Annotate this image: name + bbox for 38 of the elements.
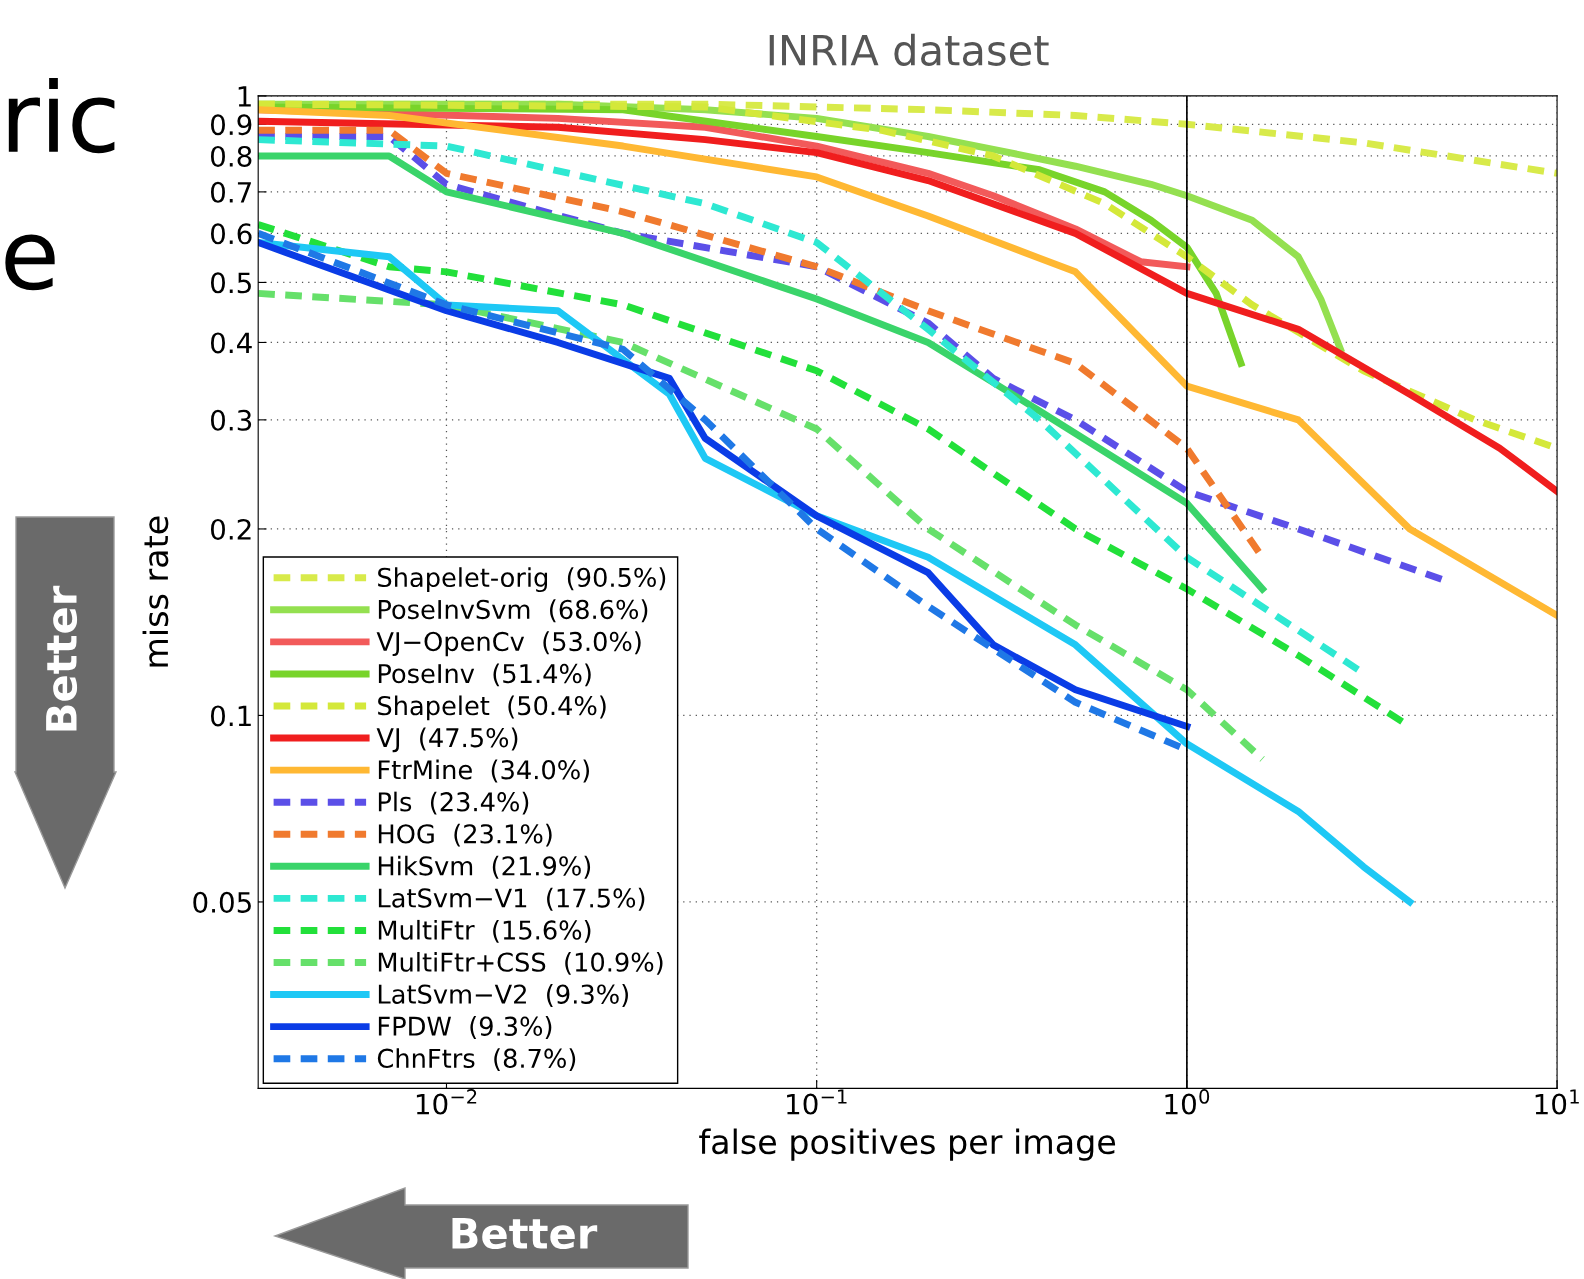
y-tick-label: 0.1 [210, 705, 251, 727]
legend-label: LatSvm−V2 (9.3%) [378, 984, 628, 1007]
text: e [5, 234, 55, 291]
legend-label: VJ (47.5%) [376, 727, 518, 753]
legend-label: VJ−OpenCv (53.0%) [376, 631, 641, 657]
legend-label: ChnFtrs (8.7%) [377, 1048, 576, 1072]
y-axis-title: miss rate [142, 516, 169, 667]
y-tick-label: 0.2 [210, 518, 251, 540]
text: Better [46, 585, 78, 731]
y-tick-label: 0.5 [210, 272, 251, 294]
legend-label: FPDW (9.3%) [378, 1016, 552, 1039]
legend-label: PoseInvSvm (68.6%) [378, 599, 648, 623]
y-tick-label: 0.4 [210, 332, 252, 354]
legend-label: Pls (23.4%) [378, 791, 529, 815]
legend-label: MultiFtr (15.6%) [378, 919, 591, 943]
x-tick-label: 10$^{0}$ [1165, 1089, 1210, 1115]
text: Better [452, 1218, 598, 1250]
legend-label: LatSvm−V1 (17.5%) [378, 887, 645, 911]
legend-label: FtrMine (34.0%) [378, 759, 590, 783]
legend-label: Shapelet-orig (90.5%) [378, 567, 666, 593]
y-tick-label: 1 [238, 86, 251, 107]
y-tick-label: 0.9 [210, 114, 252, 136]
legend-label: MultiFtr+CSS (10.9%) [378, 951, 663, 975]
y-tick-label: 0.7 [210, 181, 251, 203]
text: ric [8, 77, 115, 154]
legend-label: HOG (23.1%) [378, 823, 552, 847]
y-tick-label: 0.6 [210, 223, 252, 245]
y-tick-label: 0.3 [210, 409, 252, 431]
y-tick-label: 0.05 [193, 891, 251, 913]
x-tick-label: 10$^{1}$ [1535, 1089, 1579, 1115]
legend-label: Shapelet (50.4%) [378, 695, 606, 721]
legend-label: PoseInv (51.4%) [378, 663, 591, 687]
chart-title: INRIA dataset [769, 33, 1049, 66]
y-tick-label: 0.8 [210, 145, 252, 167]
x-tick-label: 10$^{−2}$ [416, 1089, 477, 1115]
legend-label: HikSvm (21.9%) [378, 855, 591, 879]
x-axis-title: false positives per image [699, 1128, 1116, 1161]
x-tick-label: 10$^{−1}$ [787, 1089, 847, 1115]
